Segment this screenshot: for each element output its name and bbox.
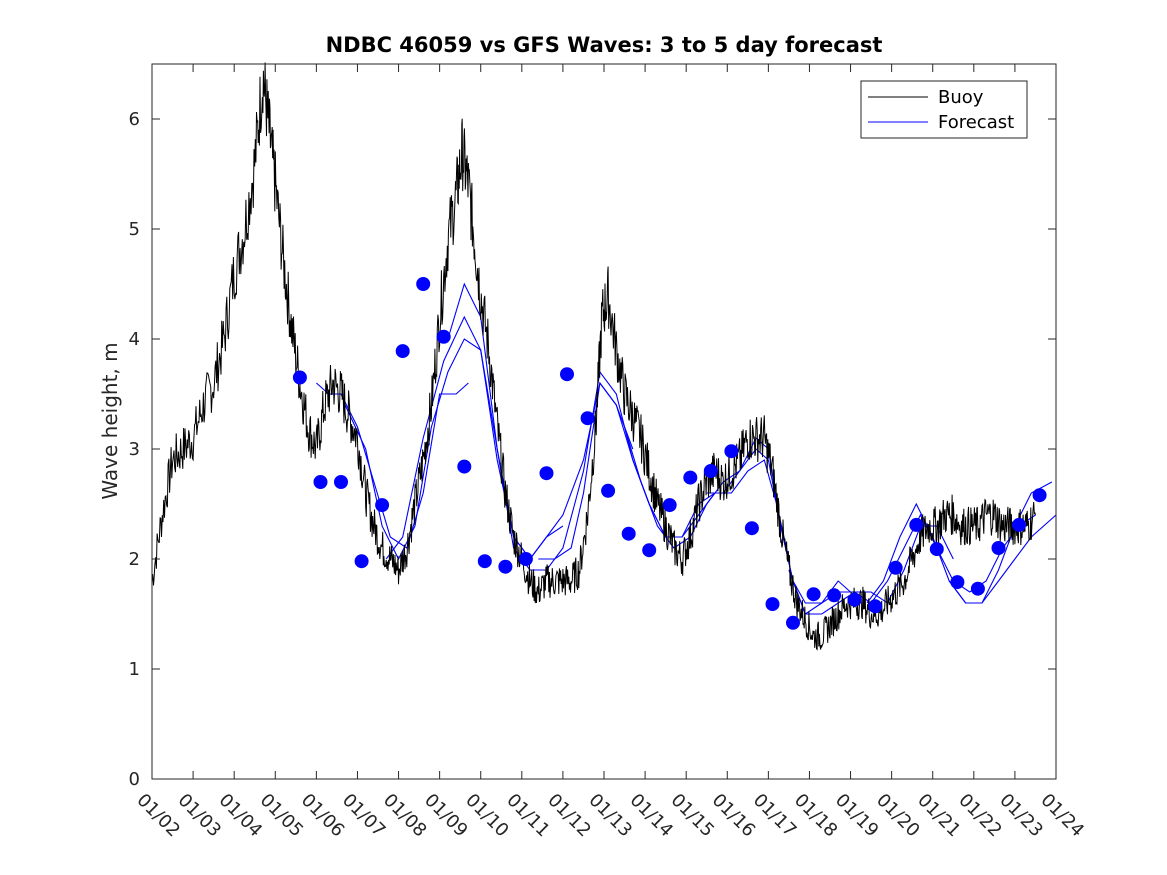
forecast-marker [580,411,595,426]
forecast-marker [560,367,574,382]
legend: Buoy Forecast [860,80,1028,139]
forecast-marker [806,587,821,602]
y-tick-label: 4 [129,329,140,350]
forecast-line [316,382,469,549]
forecast-markers-group [292,277,1047,630]
legend-label-forecast: Forecast [938,112,1014,133]
forecast-marker [970,581,985,596]
forecast-marker [888,560,903,575]
forecast-marker [950,575,965,590]
y-tick-label: 6 [129,109,140,130]
legend-box [860,80,1028,139]
y-tick-label: 1 [129,659,140,680]
forecast-marker [744,521,759,536]
forecast-marker [498,559,513,574]
forecast-marker [436,329,451,344]
y-tick-label: 2 [129,549,140,570]
forecast-marker [457,459,472,474]
y-tick-label: 3 [129,439,140,460]
forecast-marker [518,552,533,566]
y-axis-label: Wave height, m [98,342,122,499]
forecast-marker [621,526,636,541]
forecast-marker [1012,517,1026,532]
forecast-marker [1032,488,1047,503]
forecast-marker [313,475,328,489]
y-axis: 0 1 2 3 4 5 6 [129,109,1056,790]
forecast-marker [416,277,431,291]
y-tick-label: 5 [129,219,140,240]
forecast-marker [292,370,307,385]
legend-label-buoy: Buoy [938,87,984,108]
forecast-marker [868,599,883,614]
forecast-marker [909,517,924,532]
forecast-marker [334,475,348,489]
forecast-marker [847,592,862,607]
forecast-marker [765,597,780,612]
forecast-marker [703,464,718,478]
forecast-marker [991,541,1006,555]
forecast-marker [395,344,410,359]
forecast-marker [354,554,369,569]
buoy-series-group [151,62,1036,651]
forecast-marker [601,483,616,498]
forecast-marker [662,498,677,513]
chart-title: NDBC 46059 vs GFS Waves: 3 to 5 day fore… [326,33,883,57]
forecast-marker [786,615,800,630]
forecast-marker [724,444,739,459]
forecast-marker [642,543,657,558]
forecast-marker [539,466,554,481]
y-tick-label: 0 [129,769,140,790]
forecast-marker [375,498,390,513]
forecast-marker [477,554,492,569]
forecast-marker [683,470,698,485]
buoy-line [151,62,1036,651]
forecast-marker [827,588,842,603]
plot-area [152,64,1056,779]
forecast-marker [929,542,944,557]
